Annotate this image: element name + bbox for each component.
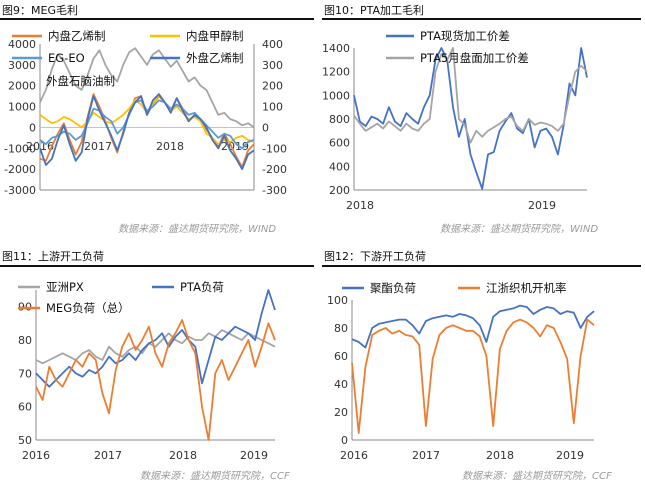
x-tick-label: 2018: [169, 449, 197, 462]
legend-label: PTA5月盘面加工价差: [420, 51, 529, 65]
y-tick-label: 20: [334, 406, 348, 419]
chart-downstream-load: 0 20 40 60 80 100 2016 2017 2018 2019 聚酯负荷 江浙织机开机率: [327, 281, 595, 462]
y-tick-label: 600: [329, 137, 350, 150]
series-line: [353, 47, 588, 190]
x-tick-label: 2017: [412, 449, 440, 462]
x-tick-label: 2018: [346, 199, 374, 212]
y-tick-label: 60: [334, 350, 348, 363]
y-tick-label: 40: [334, 378, 348, 391]
y-tick-label: 70: [18, 367, 32, 380]
chart-source: 数据来源：盛达期货研究院，CCF: [462, 471, 612, 482]
chart-source: 数据来源：盛达期货研究院，WIND: [118, 224, 277, 235]
y-tick-label: 4000: [8, 38, 36, 51]
x-tick-label: 2016: [22, 449, 50, 462]
legend-label: 外盘乙烯制: [186, 51, 244, 65]
y-tick-label: 1000: [322, 89, 350, 102]
y-tick-label: 50: [18, 434, 32, 447]
y2-tick-label: -100: [262, 142, 287, 155]
series-line: [39, 99, 255, 150]
series-line: [39, 93, 255, 169]
x-tick-label: 2019: [240, 449, 268, 462]
chart-title: 图10：PTA加工毛利: [324, 4, 425, 17]
x-tick-label: 2018: [156, 140, 184, 153]
y-tick-label: 400: [329, 160, 350, 173]
title-rule: [0, 265, 314, 267]
y2-tick-label: 200: [262, 80, 283, 93]
panel-upstream-load: 图11：上游开工负荷 50607080902016201720182019亚洲P…: [0, 242, 322, 484]
x-tick-label: 2017: [94, 449, 122, 462]
x-tick-label: 2019: [556, 449, 584, 462]
series-line: [351, 318, 595, 434]
chart-title: 图12：下游开工负荷: [324, 250, 426, 263]
x-tick-label: 2016: [340, 449, 368, 462]
title-rule: [322, 18, 641, 20]
legend-label: PTA现货加工价差: [420, 29, 510, 43]
y2-tick-label: 400: [262, 38, 283, 51]
x-tick-label: 2018: [486, 449, 514, 462]
chart-source: 数据来源：盛达期货研究院，WIND: [440, 224, 599, 235]
legend-label: 外盘石脑油制: [46, 74, 115, 88]
legend-label: 内盘乙烯制: [48, 29, 106, 43]
series-line: [351, 304, 595, 349]
chart-meg-margin: -3000-2000-100001000200030004000-300-200…: [4, 29, 287, 197]
y-tick-label: 60: [18, 401, 32, 414]
y-tick-label: 100: [327, 294, 348, 307]
title-rule: [322, 265, 641, 267]
legend-label: 江浙织机开机率: [486, 281, 567, 295]
y-tick-label: 2000: [8, 80, 36, 93]
series-line: [35, 319, 276, 441]
y2-tick-label: 100: [262, 101, 283, 114]
y-tick-label: 0: [341, 434, 348, 447]
y-tick-label: 80: [18, 334, 32, 347]
series-line: [353, 47, 588, 144]
series-line: [39, 47, 255, 129]
legend-label: 聚酯负荷: [370, 281, 416, 295]
legend-label: PTA负荷: [180, 280, 224, 294]
y-tick-label: -1000: [4, 142, 36, 155]
y-tick-label: 80: [334, 322, 348, 335]
y-tick-label: 0: [29, 121, 36, 134]
y-tick-label: 800: [329, 113, 350, 126]
y2-tick-label: 0: [262, 121, 269, 134]
x-tick-label: 2019: [528, 199, 556, 212]
y-tick-label: 1200: [322, 66, 350, 79]
y-tick-label: 200: [329, 184, 350, 197]
legend-label: 内盘甲醇制: [186, 29, 244, 43]
x-tick-label: 2017: [84, 140, 112, 153]
panel-pta-margin: 图10：PTA加工毛利 200 400 600 800 1000 1200 1400 2018…: [322, 0, 645, 242]
y2-tick-label: -300: [262, 184, 287, 197]
chart-pta-margin: 200 400 600 800 1000 1200 1400 2018 2019 PTA现货加工价…: [322, 29, 588, 212]
series-line: [35, 289, 276, 388]
title-rule: [0, 18, 314, 20]
chart-title: 图11：上游开工负荷: [2, 250, 104, 263]
legend-label: EG-EO: [48, 51, 85, 65]
y2-tick-label: 300: [262, 59, 283, 72]
chart-title: 图9：MEG毛利: [2, 4, 78, 17]
y-tick-label: -2000: [4, 163, 36, 176]
y-tick-label: -3000: [4, 184, 36, 197]
legend-label: MEG负荷（总）: [46, 301, 130, 315]
series-line: [39, 93, 255, 171]
panel-meg-margin: 图9：MEG毛利 -3000 -2000 -1000 0 1000 2000 3000 400…: [0, 0, 322, 242]
chart-source: 数据来源：盛达期货研究院，CCF: [140, 471, 290, 482]
y-tick-label: 1000: [8, 101, 36, 114]
y2-tick-label: -200: [262, 163, 287, 176]
y-tick-label: 3000: [8, 59, 36, 72]
y-tick-label: 1400: [322, 42, 350, 55]
chart-upstream-load: 50607080902016201720182019亚洲PXPTA负荷MEG负荷…: [18, 280, 276, 462]
legend-label: 亚洲PX: [46, 280, 84, 294]
panel-downstream-load: 图12：下游开工负荷 0 20 40 60 80 100 2016 2017 2018 2019 聚…: [322, 242, 645, 484]
